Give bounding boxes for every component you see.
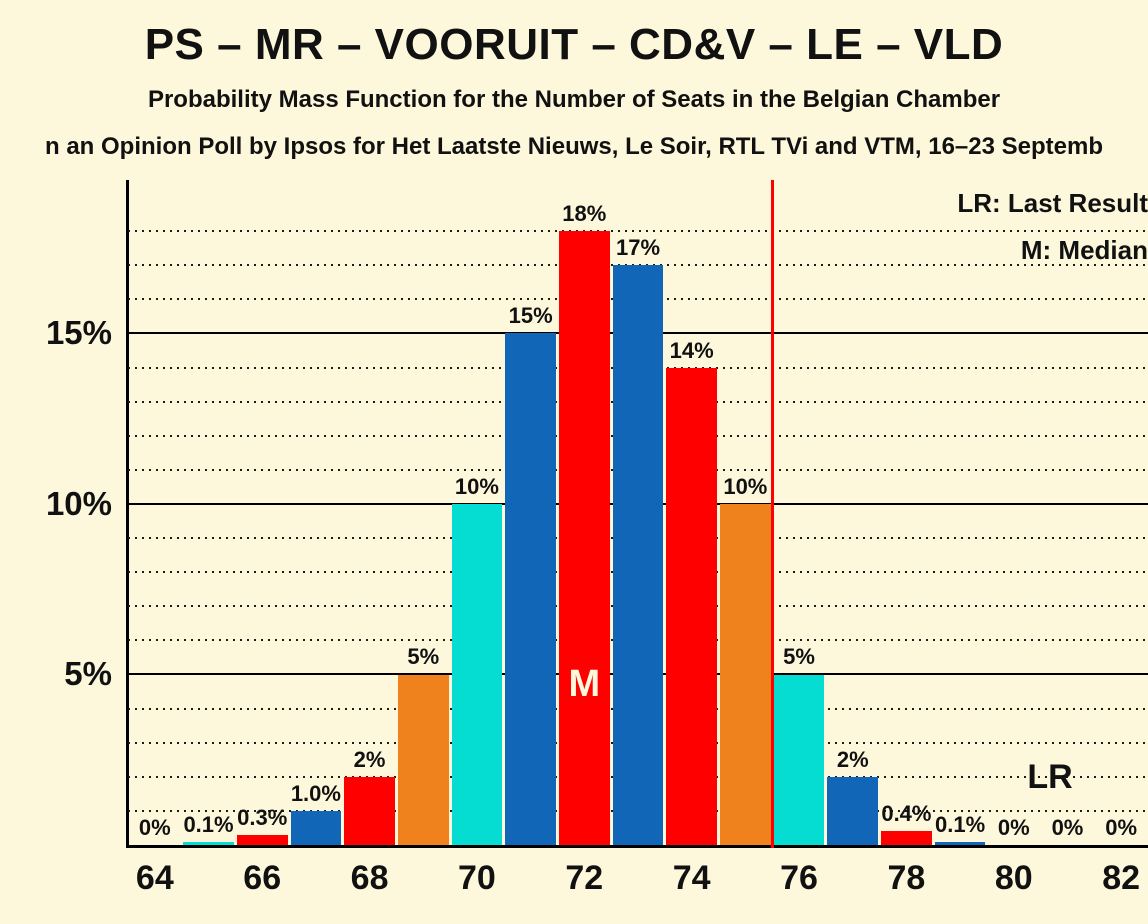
x-axis-tick-label: 70 (458, 859, 496, 897)
x-axis-tick-label: 64 (135, 859, 174, 897)
bar[interactable] (612, 265, 664, 845)
bar-value-label: 0% (1051, 815, 1084, 840)
x-axis-tick-label: 80 (994, 859, 1033, 897)
y-axis-tick-label: 15% (45, 314, 112, 352)
chart-subtitle: Probability Mass Function for the Number… (147, 86, 1001, 113)
bar-value-label: 10% (723, 473, 768, 499)
gridline-minor (128, 264, 1148, 267)
bar-value-label: 2% (353, 746, 386, 772)
x-axis-tick-label: 76 (780, 859, 818, 897)
bar-value-label: 18% (562, 201, 607, 227)
bar[interactable] (451, 503, 503, 845)
bar-value-label: 0.1% (183, 811, 234, 837)
bar-value-label: 15% (508, 303, 553, 329)
bar-value-label: 10% (454, 473, 499, 499)
bar-value-label: 17% (615, 235, 661, 261)
legend-last-result: LR: Last Result (957, 188, 1148, 218)
bar-value-label: 14% (669, 337, 714, 363)
bar-value-label: 1.0% (290, 780, 341, 806)
bar-value-label: 2% (836, 746, 869, 772)
bar-value-label: 0.4% (881, 801, 932, 827)
bar[interactable] (720, 503, 771, 845)
bar-value-label: 5% (783, 644, 815, 670)
last-result-marker: LR (1027, 758, 1073, 797)
bar[interactable] (666, 367, 717, 845)
x-axis-tick-label: 66 (243, 859, 282, 897)
bar[interactable] (183, 841, 234, 845)
bar-value-label: 0% (1105, 815, 1138, 840)
legend-median: M: Median (1020, 235, 1148, 265)
y-axis-tick-label: 5% (64, 655, 112, 693)
x-axis-tick-label: 68 (350, 859, 389, 897)
bar[interactable] (558, 231, 610, 845)
y-axis-line (126, 180, 129, 846)
gridline-minor (128, 230, 1148, 233)
bar-value-label: 0.1% (935, 811, 986, 837)
y-axis-tick-label: 10% (45, 484, 112, 522)
last-result-line (771, 180, 775, 848)
bar-value-label: 0% (138, 815, 171, 840)
x-axis-tick-label: 72 (565, 859, 604, 897)
bar[interactable] (934, 841, 986, 845)
median-marker: M (568, 663, 601, 705)
x-axis-tick-label: 78 (887, 859, 926, 897)
x-axis-tick-label: 82 (1102, 859, 1141, 897)
bar[interactable] (881, 831, 932, 845)
bar[interactable] (290, 810, 342, 845)
page-title: PS – MR – VOORUIT – CD&V – LE – VLD (144, 20, 1004, 69)
bar[interactable] (344, 776, 395, 845)
bar[interactable] (505, 333, 556, 845)
chart-source-line: n an Opinion Poll by Ipsos for Het Laats… (45, 133, 1103, 160)
plot-area: 0% 0.1% 0.3% 1.0% 2% 5% 10% 15% 18% M 17% 14% 10% 5% 2… (46, 180, 1148, 897)
bar[interactable] (773, 674, 825, 845)
bar[interactable] (236, 834, 288, 845)
bar-value-label: 0.3% (237, 804, 288, 830)
bar[interactable] (397, 674, 449, 845)
bar[interactable] (827, 776, 879, 845)
x-axis-tick-label: 74 (672, 859, 711, 897)
bar-value-label: 0% (997, 815, 1030, 840)
bar-value-label: 5% (407, 644, 440, 670)
x-axis-line (126, 845, 1148, 848)
